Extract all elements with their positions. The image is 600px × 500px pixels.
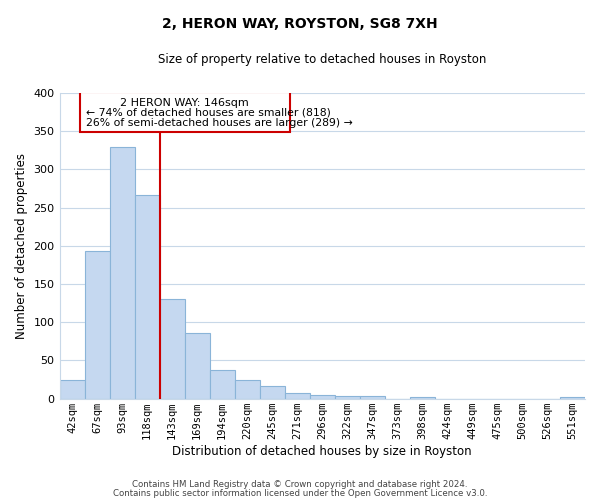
Bar <box>285 392 310 398</box>
Bar <box>310 395 335 398</box>
Bar <box>209 370 235 398</box>
Text: 2, HERON WAY, ROYSTON, SG8 7XH: 2, HERON WAY, ROYSTON, SG8 7XH <box>162 18 438 32</box>
Bar <box>134 194 160 398</box>
Bar <box>360 396 385 398</box>
Text: ← 74% of detached houses are smaller (818): ← 74% of detached houses are smaller (81… <box>86 108 331 118</box>
Title: Size of property relative to detached houses in Royston: Size of property relative to detached ho… <box>158 52 487 66</box>
X-axis label: Distribution of detached houses by size in Royston: Distribution of detached houses by size … <box>172 444 472 458</box>
Text: 26% of semi-detached houses are larger (289) →: 26% of semi-detached houses are larger (… <box>86 118 353 128</box>
Bar <box>160 300 185 398</box>
Bar <box>185 333 209 398</box>
Text: Contains public sector information licensed under the Open Government Licence v3: Contains public sector information licen… <box>113 488 487 498</box>
Y-axis label: Number of detached properties: Number of detached properties <box>15 153 28 339</box>
Bar <box>59 380 85 398</box>
FancyBboxPatch shape <box>80 92 290 132</box>
Bar <box>235 380 260 398</box>
Bar <box>85 251 110 398</box>
Text: 2 HERON WAY: 146sqm: 2 HERON WAY: 146sqm <box>120 98 249 108</box>
Bar <box>260 386 285 398</box>
Bar <box>335 396 360 398</box>
Bar <box>560 397 585 398</box>
Bar <box>110 146 134 398</box>
Bar <box>410 397 435 398</box>
Text: Contains HM Land Registry data © Crown copyright and database right 2024.: Contains HM Land Registry data © Crown c… <box>132 480 468 489</box>
